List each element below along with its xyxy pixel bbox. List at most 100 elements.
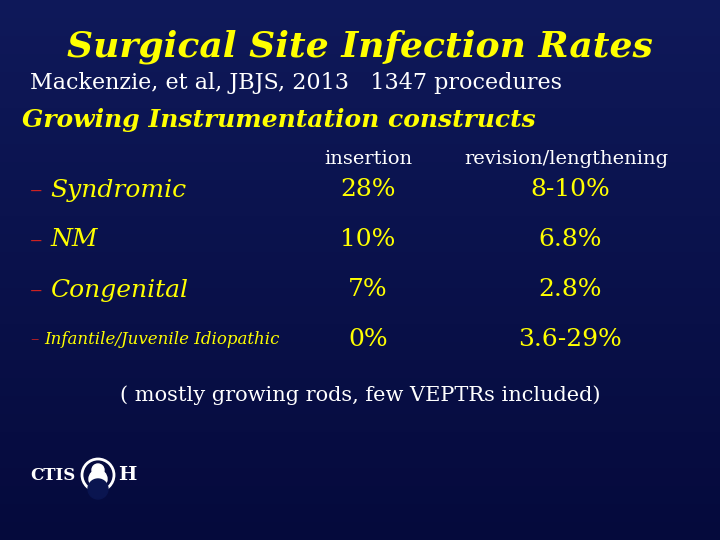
Bar [0,138,720,139]
Bar [0,110,720,111]
Bar [0,304,720,305]
Bar [0,348,720,349]
Bar [0,19,720,20]
Bar [0,228,720,229]
Bar [0,306,720,307]
Bar [0,390,720,391]
Bar [0,226,720,227]
Bar [0,242,720,243]
Bar [0,483,720,484]
Bar [0,143,720,144]
Text: Surgical Site Infection Rates: Surgical Site Infection Rates [67,30,653,64]
Bar [0,225,720,226]
Text: 2.8%: 2.8% [539,279,602,301]
Bar [0,527,720,528]
Bar [0,315,720,316]
Bar [0,325,720,326]
Bar [0,331,720,332]
Bar [0,181,720,182]
Text: revision/lengthening: revision/lengthening [464,150,668,168]
Bar [0,66,720,67]
Bar [0,122,720,123]
Bar [0,9,720,10]
Bar [0,298,720,299]
Bar [0,448,720,449]
Bar [0,383,720,384]
Bar [0,289,720,290]
Bar [0,538,720,539]
Bar [0,231,720,232]
Bar [0,444,720,445]
Bar [0,177,720,178]
Bar [0,41,720,42]
Bar [0,102,720,103]
Bar [0,183,720,184]
Bar [0,496,720,497]
Bar [0,227,720,228]
Bar [0,2,720,3]
Bar [0,39,720,40]
Bar [0,476,720,477]
Bar [0,27,720,28]
Bar [0,516,720,517]
Bar [0,36,720,37]
Bar [0,446,720,447]
Bar [0,94,720,95]
Bar [0,324,720,325]
Bar [0,384,720,385]
Bar [0,492,720,493]
Bar [0,189,720,190]
Text: ( mostly growing rods, few VEPTRs included): ( mostly growing rods, few VEPTRs includ… [120,385,600,404]
Bar [0,409,720,410]
Bar [0,274,720,275]
Bar [0,219,720,220]
Bar [0,434,720,435]
Bar [0,169,720,170]
Bar [0,303,720,304]
Bar [0,0,720,1]
Bar [0,257,720,258]
Bar [0,159,720,160]
Bar [0,174,720,175]
Bar [0,57,720,58]
Bar [0,29,720,30]
Bar [0,356,720,357]
Bar [0,229,720,230]
Bar [0,504,720,505]
Bar [0,127,720,128]
Bar [0,253,720,254]
Bar [0,373,720,374]
Bar [0,13,720,14]
Bar [0,60,720,61]
Bar [0,237,720,238]
Bar [0,512,720,513]
Bar [0,193,720,194]
Bar [0,494,720,495]
Bar [0,414,720,415]
Bar [0,375,720,376]
Bar [0,400,720,401]
Bar [0,21,720,22]
Bar [0,506,720,507]
Bar [0,79,720,80]
Bar [0,341,720,342]
Bar [0,162,720,163]
Bar [0,126,720,127]
Bar [0,172,720,173]
Bar [0,477,720,478]
Bar [0,240,720,241]
Bar [0,233,720,234]
Bar [0,77,720,78]
Bar [0,417,720,418]
Bar [0,463,720,464]
Bar [0,223,720,224]
Bar [0,209,720,210]
Bar [0,475,720,476]
Bar [0,353,720,354]
Bar [0,415,720,416]
Bar [0,47,720,48]
Bar [0,258,720,259]
Bar [0,333,720,334]
Bar [0,412,720,413]
Bar [0,502,720,503]
